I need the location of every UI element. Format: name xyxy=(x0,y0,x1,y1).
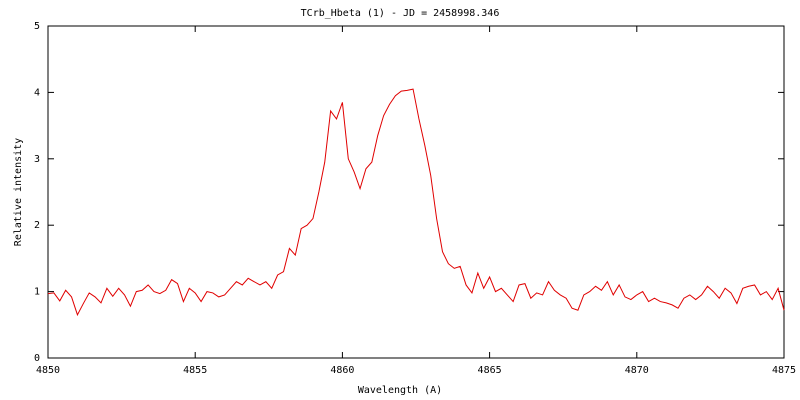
y-tick-label: 2 xyxy=(34,220,40,231)
y-tick-label: 1 xyxy=(34,287,40,298)
x-tick-label: 4875 xyxy=(772,365,796,376)
chart-title: TCrb_Hbeta (1) - JD = 2458998.346 xyxy=(301,8,500,19)
x-tick-label: 4865 xyxy=(478,365,502,376)
spectrum-line xyxy=(47,88,785,317)
x-axis-label: Wavelength (A) xyxy=(358,385,442,396)
y-tick-label: 3 xyxy=(34,154,40,165)
y-tick-label: 4 xyxy=(34,87,40,98)
y-tick-label: 0 xyxy=(34,353,40,364)
x-tick-label: 4870 xyxy=(625,365,649,376)
y-tick-label: 5 xyxy=(34,21,40,32)
x-tick-label: 4860 xyxy=(330,365,354,376)
plot-frame xyxy=(47,25,785,359)
y-axis-label: Relative intensity xyxy=(13,138,24,246)
x-tick-label: 4855 xyxy=(183,365,207,376)
x-tick-label: 4850 xyxy=(36,365,60,376)
